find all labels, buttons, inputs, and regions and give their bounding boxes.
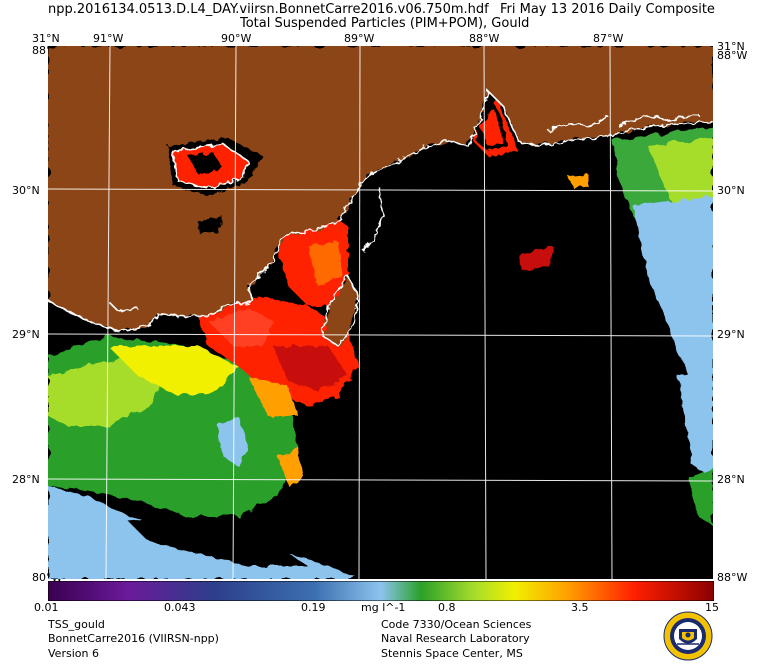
graticule — [48, 46, 713, 579]
tss-map — [48, 46, 713, 579]
colorbar-tick-4: 3.5 — [571, 601, 589, 614]
footer-code: Code 7330/Ocean Sciences — [381, 618, 532, 631]
colorbar-gradient — [47, 580, 715, 602]
composite-date-title: Fri May 13 2016 Daily Composite — [500, 2, 715, 17]
colorbar-tick-0: 0.01 — [34, 601, 59, 614]
lat-label-28n-right: 28°N — [717, 473, 745, 486]
colorbar-tick-3: 0.8 — [438, 601, 456, 614]
filename-title: npp.2016134.0513.D.L4_DAY.viirsn.BonnetC… — [48, 2, 489, 17]
lat-label-top-left: 31°N — [32, 32, 60, 45]
lon-label-87w: 87°W — [593, 32, 624, 45]
lon-label-90w: 90°W — [221, 32, 252, 45]
east-shelf-plume — [613, 126, 713, 526]
footer-location: Stennis Space Center, MS — [381, 647, 523, 660]
lat-label-28n-left: 28°N — [12, 473, 40, 486]
lon-label-88w: 88°W — [469, 32, 500, 45]
product-title: Total Suspended Particles (PIM+POM), Gou… — [240, 16, 530, 31]
colorbar-tick-5: 15 — [705, 601, 719, 614]
lon-label-top-right: 88°W — [717, 49, 748, 62]
colorbar-tick-2: 0.19 — [301, 601, 326, 614]
lon-label-89w: 89°W — [344, 32, 375, 45]
coastline — [48, 89, 713, 348]
lat-label-29n-left: 29°N — [12, 328, 40, 341]
lat-label-30n-right: 30°N — [717, 184, 745, 197]
footer-product-name: TSS_gould — [48, 618, 105, 631]
lat-label-top-right: 31°N — [717, 40, 745, 53]
colorbar-units: mg l^-1 — [361, 601, 406, 614]
inland-waters — [168, 101, 508, 234]
lat-label-29n-right: 29°N — [717, 328, 745, 341]
lon-label-bottom-right: 88°W — [717, 571, 748, 584]
colorbar — [47, 580, 715, 602]
colorbar-tick-1: 0.043 — [164, 601, 196, 614]
footer-region: BonnetCarre2016 (VIIRSN-npp) — [48, 632, 219, 645]
lon-label-91w: 91°W — [93, 32, 124, 45]
nrl-seal-icon — [663, 611, 713, 661]
lat-label-30n-left: 30°N — [12, 184, 40, 197]
land-area — [48, 46, 713, 346]
footer-lab: Naval Research Laboratory — [381, 632, 530, 645]
footer-version: Version 6 — [48, 647, 99, 660]
west-shelf-plume — [48, 336, 358, 579]
